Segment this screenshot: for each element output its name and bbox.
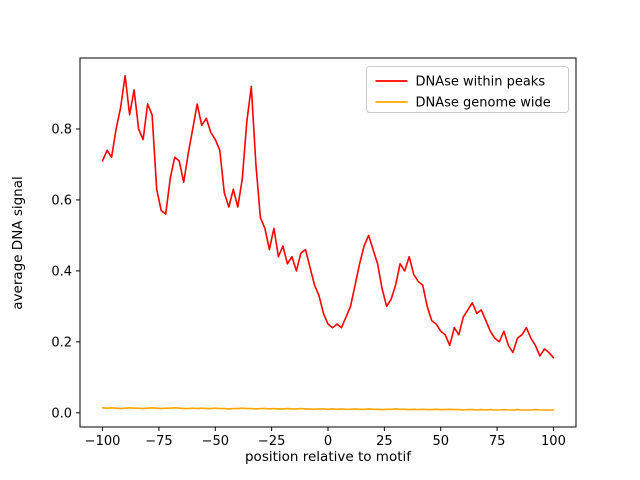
series-line [101, 406, 555, 411]
y-tick-label: 0.4 [51, 264, 72, 279]
x-tick-label: 25 [376, 434, 393, 449]
y-tick-label: 0.0 [51, 406, 72, 421]
x-tick-label: 0 [324, 434, 332, 449]
y-tick-label: 0.2 [51, 335, 72, 350]
series-line [101, 74, 555, 359]
legend-entry-label: DNAse within peaks [416, 75, 546, 90]
x-tick-label: 75 [489, 434, 506, 449]
x-tick-label: −25 [258, 434, 285, 449]
x-axis-label: position relative to motif [245, 449, 412, 465]
plot-area: −100 −75 −50 −25 0 25 50 75 100 0.0 0.2 0.4 0.6 0.8 DN… [51, 57, 577, 449]
x-tick-label: 100 [541, 434, 566, 449]
legend-box [366, 66, 569, 113]
axes-box [79, 57, 577, 428]
legend-entry-label: DNAse genome wide [416, 96, 551, 111]
legend: DNAse within peaks DNAse genome wide [366, 66, 569, 113]
x-tick-label: 50 [432, 434, 449, 449]
y-tick-label: 0.6 [51, 193, 72, 208]
x-tick-label: −75 [145, 434, 172, 449]
y-tick-label: 0.8 [51, 122, 72, 137]
y-axis-label: average DNA signal [10, 176, 26, 310]
x-tick-label: −50 [202, 434, 229, 449]
x-tick-label: −100 [85, 434, 121, 449]
